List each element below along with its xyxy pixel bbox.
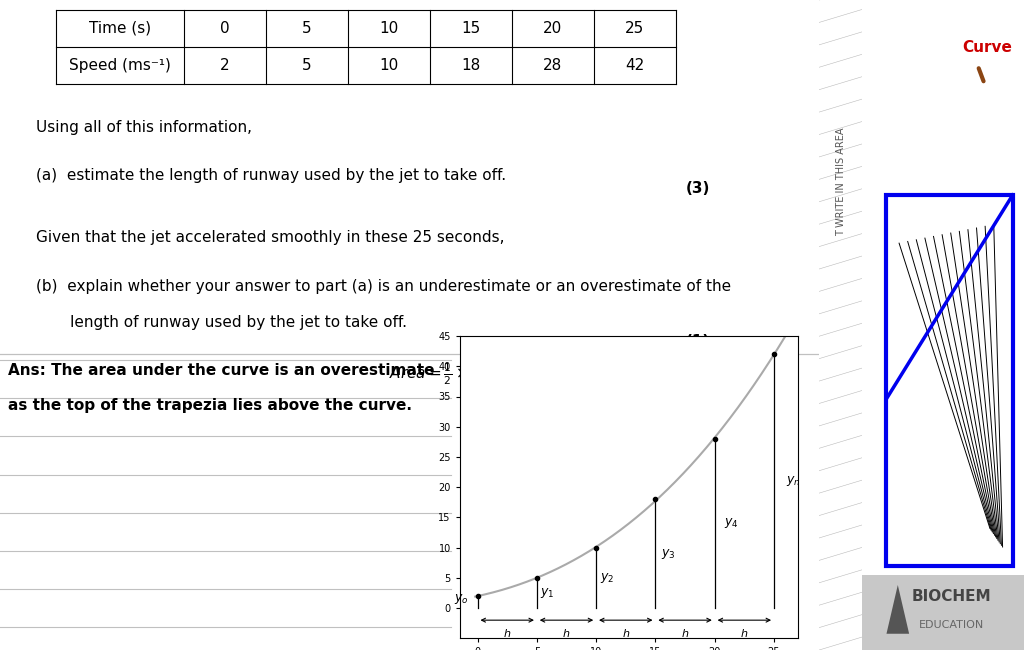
Text: $Area = \frac{1}{2} \times h \times (y_o + y_n + 2(y_1 + y_2 + y_3 + y_4))$: $Area = \frac{1}{2} \times h \times (y_o… — [389, 361, 725, 387]
Text: 28: 28 — [543, 58, 562, 73]
Text: $y_3$: $y_3$ — [662, 547, 676, 561]
Text: h: h — [504, 629, 511, 639]
Text: 15: 15 — [461, 21, 480, 36]
Text: length of runway used by the jet to take off.: length of runway used by the jet to take… — [36, 315, 407, 330]
Text: (b)  explain whether your answer to part (a) is an underestimate or an overestim: (b) explain whether your answer to part … — [36, 279, 731, 294]
Text: Speed (ms⁻¹): Speed (ms⁻¹) — [69, 58, 171, 73]
Text: $y_o$: $y_o$ — [454, 592, 469, 606]
Text: 5: 5 — [302, 58, 311, 73]
Text: 10: 10 — [379, 21, 398, 36]
Text: h: h — [740, 629, 748, 639]
Text: BIOCHEM: BIOCHEM — [911, 589, 991, 604]
Text: (a)  estimate the length of runway used by the jet to take off.: (a) estimate the length of runway used b… — [36, 168, 506, 183]
Text: h: h — [563, 629, 570, 639]
Text: $y_2$: $y_2$ — [600, 571, 614, 585]
Text: 25: 25 — [626, 21, 644, 36]
Text: 18: 18 — [461, 58, 480, 73]
Text: Using all of this information,: Using all of this information, — [36, 120, 252, 135]
Polygon shape — [887, 585, 909, 634]
Text: as the top of the trapezia lies above the curve.: as the top of the trapezia lies above th… — [8, 398, 413, 413]
Text: $y_1$: $y_1$ — [541, 586, 555, 600]
Text: T WRITE IN THIS AREA: T WRITE IN THIS AREA — [836, 128, 846, 236]
Text: 42: 42 — [626, 58, 644, 73]
Text: 5: 5 — [302, 21, 311, 36]
Text: Ans: The area under the curve is an overestimate: Ans: The area under the curve is an over… — [8, 363, 435, 378]
Text: 2: 2 — [220, 58, 229, 73]
Text: Given that the jet accelerated smoothly in these 25 seconds,: Given that the jet accelerated smoothly … — [36, 230, 505, 245]
Text: $y_4$: $y_4$ — [724, 517, 739, 530]
Text: 0: 0 — [220, 21, 229, 36]
Text: h: h — [623, 629, 630, 639]
Text: Time (s): Time (s) — [89, 21, 152, 36]
Text: (3): (3) — [686, 181, 711, 196]
Text: (1): (1) — [686, 334, 711, 349]
Text: EDUCATION: EDUCATION — [919, 620, 984, 630]
Text: $y_n$: $y_n$ — [785, 474, 801, 488]
Text: Curve: Curve — [963, 40, 1013, 55]
Text: 10: 10 — [379, 58, 398, 73]
Text: h: h — [682, 629, 688, 639]
Text: 20: 20 — [543, 21, 562, 36]
